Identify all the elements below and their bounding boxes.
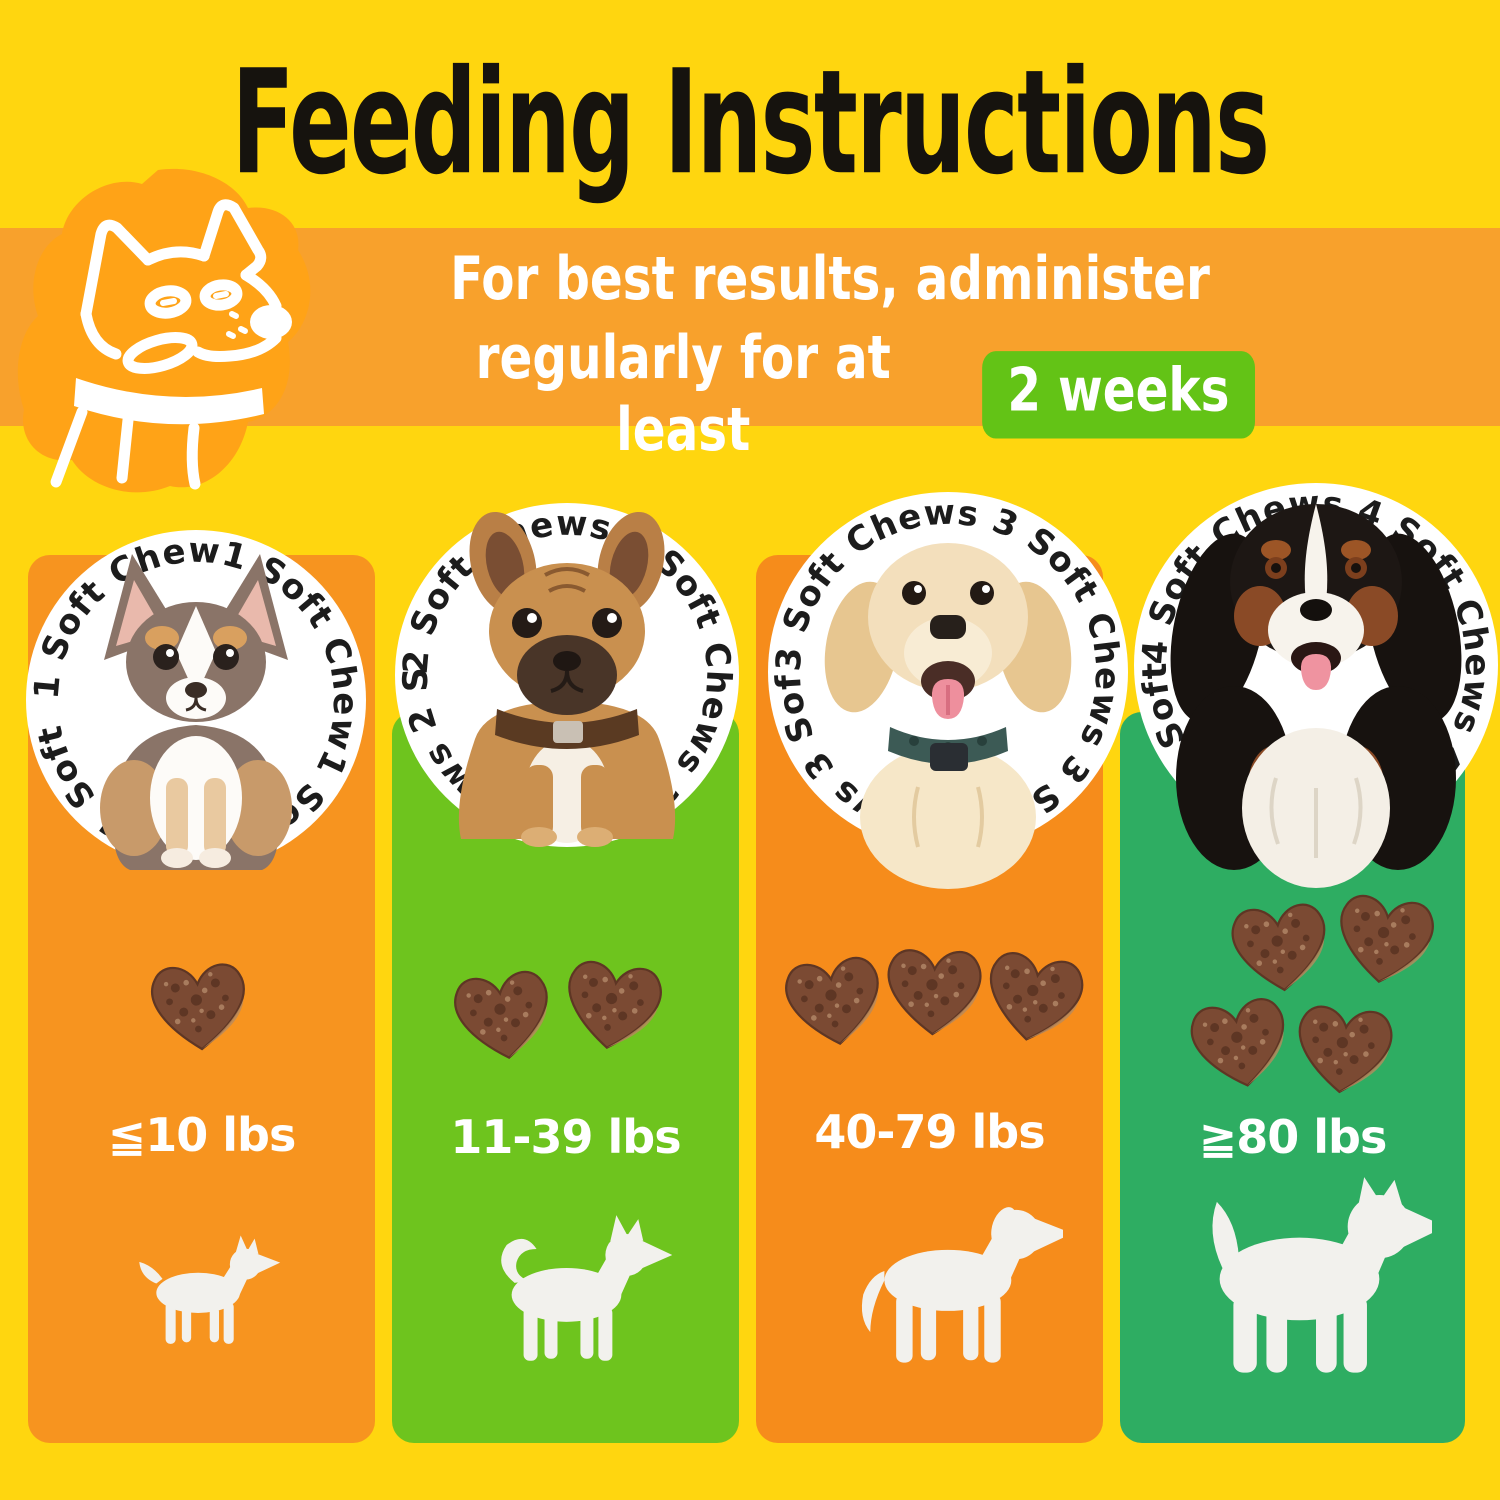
french-bulldog-photo [458,511,676,847]
bernese-mountain-dog-photo [1170,504,1462,888]
chew-heart-icon [1229,901,1332,996]
chews-large [781,948,1088,1052]
banner-text: For best results, administer regularly f… [405,244,1255,467]
banner-line1: For best results, administer [450,245,1210,314]
dog-silhouette-xlarge-icon [1212,1177,1432,1373]
chew-heart-icon [1332,892,1438,990]
weight-label-xlarge: ≧80 lbs [1198,1110,1388,1164]
banner-line2: regularly for at least [475,323,891,465]
chew-heart-icon [1186,994,1294,1095]
chew-heart-icon [980,948,1088,1049]
dog-silhouette-medium-icon [501,1215,672,1361]
chihuahua-puppy-photo [100,554,292,870]
chews-small [149,961,249,1054]
dog-silhouette-small-icon [139,1235,281,1344]
dose-circle-large: 3 Soft Chews 3 Soft Chews 3 Soft Chews 3… [716,366,1128,889]
weight-label-small: ≦10 lbs [107,1108,297,1162]
sketch-dog-icon [17,168,311,493]
chew-heart-icon [885,948,983,1037]
dose-circle-small: 1 Soft Chew1 Soft Chew1 Soft Chew1 Soft … [0,404,366,870]
page-title: Feeding Instructions [231,38,1270,207]
weight-label-large: 40-79 lbs [814,1105,1045,1159]
chew-heart-icon [450,968,556,1066]
dog-silhouette-large-icon [861,1207,1063,1363]
chew-heart-icon [781,954,887,1052]
chew-heart-icon [149,961,249,1054]
weight-label-medium: 11-39 lbs [450,1110,681,1164]
duration-badge: 2 weeks [981,351,1255,439]
golden-retriever-puppy-photo [824,543,1072,889]
dose-circle-xlarge: 4 Soft Chews 4 Soft Chews 4 Soft Chews 4… [1082,357,1498,888]
chew-heart-icon [1292,1003,1395,1098]
chews-medium [450,958,666,1066]
chew-heart-icon [560,958,666,1056]
dose-circle-medium: 2 Soft Chews 2 Soft Chews 2 Soft Chews 2… [339,377,739,847]
